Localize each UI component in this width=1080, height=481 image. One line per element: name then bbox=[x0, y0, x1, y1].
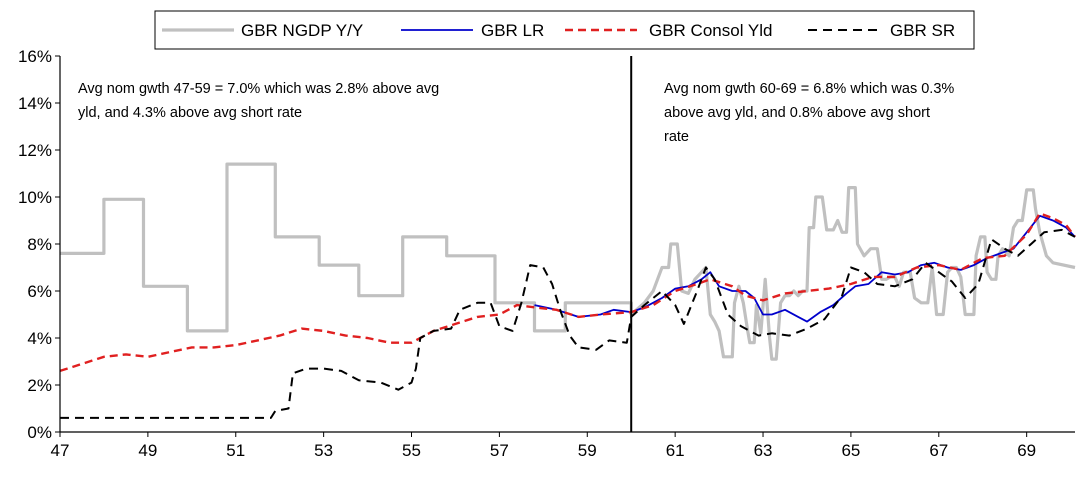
legend-entry-2: GBR Consol Yld bbox=[565, 21, 772, 40]
series-line-0 bbox=[60, 162, 1076, 361]
annotation-line: above avg yld, and 0.8% above avg short bbox=[664, 105, 930, 121]
axes: 0% 2% 4% 6% 8% 10% 12% 14% 16% 47 49 51 53 55 57 59 61 63… bbox=[18, 47, 1075, 460]
x-tick-label: 69 bbox=[1017, 441, 1036, 460]
x-tick-label: 59 bbox=[578, 441, 597, 460]
y-tick-label: 16% bbox=[18, 47, 52, 66]
y-tick-label: 14% bbox=[18, 94, 52, 113]
legend-label: GBR NGDP Y/Y bbox=[241, 21, 363, 40]
series-line-2 bbox=[59, 212, 1076, 373]
x-tick-label: 47 bbox=[51, 441, 70, 460]
annotation-line: yld, and 4.3% above avg short rate bbox=[78, 105, 302, 121]
y-tick-label: 0% bbox=[27, 423, 52, 442]
y-tick-label: 12% bbox=[18, 141, 52, 160]
series-layer bbox=[59, 162, 1076, 419]
annotation-line: Avg nom gwth 47-59 = 7.0% which was 2.8%… bbox=[78, 81, 439, 97]
x-tick-label: 61 bbox=[666, 441, 685, 460]
annotation-line: rate bbox=[664, 129, 689, 145]
y-tick-label: 6% bbox=[27, 282, 52, 301]
x-tick-label: 51 bbox=[226, 441, 245, 460]
x-tick-label: 55 bbox=[402, 441, 421, 460]
legend: GBR NGDP Y/Y GBR LR GBR Consol Yld GBR SR bbox=[154, 10, 975, 50]
y-tick-label: 2% bbox=[27, 376, 52, 395]
x-tick-label: 67 bbox=[929, 441, 948, 460]
plot-area: 0% 2% 4% 6% 8% 10% 12% 14% 16% 47 49 51 53 55 57 59 61 63… bbox=[18, 47, 1076, 460]
series-line-1 bbox=[534, 214, 1076, 323]
x-tick-label: 49 bbox=[138, 441, 157, 460]
legend-label: GBR SR bbox=[890, 21, 955, 40]
legend-box bbox=[154, 10, 975, 50]
legend-label: GBR Consol Yld bbox=[649, 21, 772, 40]
annotation-line: Avg nom gwth 60-69 = 6.8% which was 0.3% bbox=[664, 81, 954, 97]
series-line-3 bbox=[60, 228, 1076, 419]
annotation-0: Avg nom gwth 47-59 = 7.0% which was 2.8%… bbox=[78, 81, 439, 121]
x-tick-label: 57 bbox=[490, 441, 509, 460]
y-tick-label: 8% bbox=[27, 235, 52, 254]
legend-entry-0: GBR NGDP Y/Y bbox=[162, 21, 363, 40]
y-tick-label: 10% bbox=[18, 188, 52, 207]
x-tick-label: 65 bbox=[841, 441, 860, 460]
annotation-1: Avg nom gwth 60-69 = 6.8% which was 0.3%… bbox=[664, 81, 954, 145]
legend-entry-1: GBR LR bbox=[401, 21, 544, 40]
legend-label: GBR LR bbox=[481, 21, 544, 40]
legend-entry-3: GBR SR bbox=[808, 21, 955, 40]
annotations: Avg nom gwth 47-59 = 7.0% which was 2.8%… bbox=[78, 81, 954, 145]
x-tick-label: 53 bbox=[314, 441, 333, 460]
y-tick-label: 4% bbox=[27, 329, 52, 348]
x-tick-label: 63 bbox=[754, 441, 773, 460]
